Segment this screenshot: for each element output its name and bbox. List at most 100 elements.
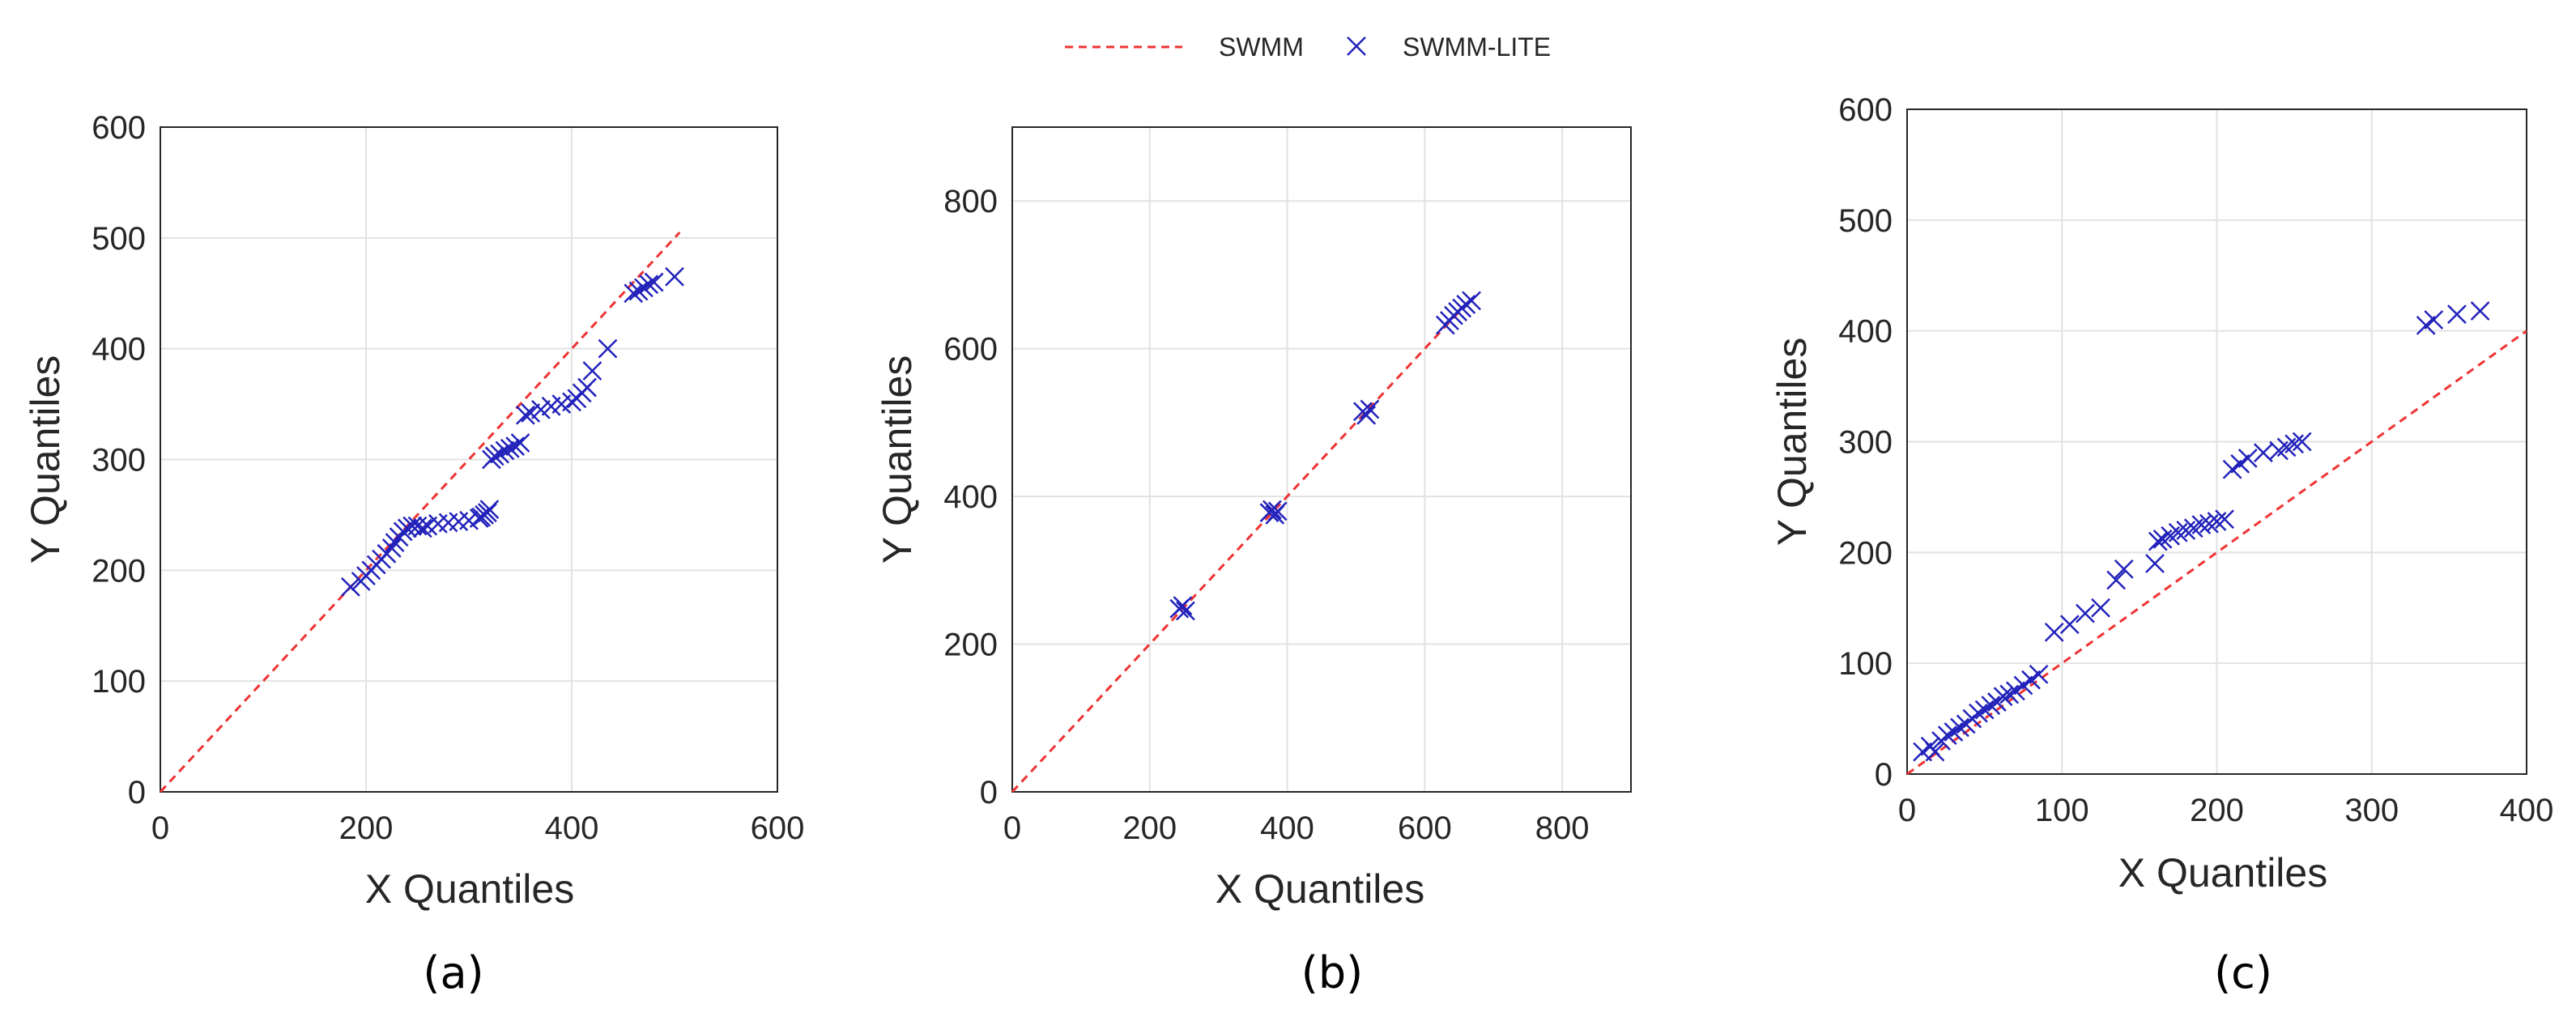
x-tick-label: 800 bbox=[1535, 810, 1590, 846]
data-point bbox=[2114, 559, 2134, 579]
panel-caption: (c) bbox=[2214, 947, 2272, 998]
data-point bbox=[2076, 603, 2095, 623]
data-point bbox=[2292, 432, 2312, 452]
data-point bbox=[2106, 570, 2127, 590]
panel-b: 0 200 400 600 800 0 200 400 600 800 X Quantiles Y Q… bbox=[875, 126, 1632, 998]
data-point bbox=[500, 438, 520, 458]
data-point bbox=[628, 281, 649, 301]
x-tick-label: 600 bbox=[751, 810, 805, 846]
y-tick-label: 400 bbox=[92, 332, 146, 368]
data-point bbox=[1925, 742, 1945, 762]
legend-ref-label: SWMM bbox=[1219, 32, 1304, 62]
data-point bbox=[1999, 684, 2020, 704]
y-tick-label: 400 bbox=[943, 479, 998, 515]
x-tick-label: 200 bbox=[2190, 793, 2244, 828]
data-point bbox=[412, 518, 432, 538]
y-tick-label: 300 bbox=[1838, 425, 1893, 461]
x-axis-label: X Quantiles bbox=[365, 866, 574, 912]
data-point bbox=[1356, 405, 1377, 425]
x-tick-label: 100 bbox=[2035, 793, 2089, 828]
data-point bbox=[1267, 501, 1288, 521]
reference-line-swmm bbox=[159, 231, 681, 793]
data-point bbox=[1937, 725, 1957, 745]
x-tick-label: 0 bbox=[1003, 810, 1021, 846]
x-tick-label: 0 bbox=[1898, 793, 1916, 828]
data-point bbox=[2284, 434, 2305, 454]
data-point bbox=[2238, 449, 2258, 468]
y-axis-label: Y Quantiles bbox=[23, 355, 68, 564]
data-point bbox=[2191, 515, 2212, 535]
data-point bbox=[2145, 554, 2165, 573]
data-point bbox=[2168, 522, 2188, 542]
y-tick-label: 500 bbox=[92, 221, 146, 257]
y-tick-label: 200 bbox=[1838, 535, 1893, 571]
x-tick-label: 600 bbox=[1398, 810, 1452, 846]
y-tick-label: 100 bbox=[92, 664, 146, 700]
y-tick-label: 0 bbox=[128, 775, 146, 810]
y-tick-label: 600 bbox=[1838, 92, 1893, 128]
data-point bbox=[577, 377, 597, 398]
data-point bbox=[521, 403, 541, 423]
data-point bbox=[1456, 295, 1476, 314]
data-point bbox=[495, 440, 515, 461]
y-tick-label: 300 bbox=[92, 443, 146, 479]
data-point bbox=[1981, 696, 2001, 716]
data-point bbox=[1950, 717, 1969, 738]
legend: SWMM SWMM-LITE bbox=[1065, 32, 1551, 62]
x-tick-label: 400 bbox=[2500, 793, 2554, 828]
data-point bbox=[2044, 622, 2064, 642]
legend-sample-label: SWMM-LITE bbox=[1403, 32, 1551, 62]
data-point bbox=[515, 405, 535, 425]
data-point bbox=[490, 444, 509, 464]
data-point bbox=[2470, 301, 2490, 321]
data-point bbox=[639, 274, 659, 295]
x-tick-label: 200 bbox=[1122, 810, 1177, 846]
data-point bbox=[2207, 512, 2227, 531]
data-point bbox=[665, 266, 684, 287]
data-point bbox=[2029, 664, 2049, 684]
data-point bbox=[644, 272, 664, 292]
data-point bbox=[634, 278, 654, 298]
legend-sample-marker bbox=[1347, 36, 1366, 56]
y-tick-label: 200 bbox=[943, 627, 998, 663]
x-tick-label: 200 bbox=[339, 810, 394, 846]
axes-frame bbox=[1011, 126, 1632, 793]
data-point bbox=[505, 436, 526, 456]
panel-c: 0 100 200 300 400 0 100 200 300 400 500 600 X Quanti… bbox=[1769, 92, 2553, 998]
y-tick-label: 400 bbox=[1838, 314, 1893, 350]
data-point bbox=[407, 516, 428, 536]
x-tick-label: 400 bbox=[1260, 810, 1314, 846]
data-point bbox=[2199, 513, 2219, 534]
data-point bbox=[2424, 310, 2444, 330]
x-axis-label: X Quantiles bbox=[2118, 850, 2327, 896]
data-point bbox=[510, 433, 530, 453]
data-point bbox=[2091, 598, 2110, 618]
y-tick-label: 800 bbox=[943, 184, 998, 219]
x-axis-label: X Quantiles bbox=[1216, 866, 1424, 912]
axes-frame bbox=[160, 126, 778, 793]
data-point bbox=[1969, 703, 1988, 723]
plot-area bbox=[1012, 127, 1631, 792]
y-axis-label: Y Quantiles bbox=[1769, 338, 1815, 547]
y-tick-label: 0 bbox=[980, 775, 998, 810]
data-point bbox=[582, 361, 602, 381]
panel-caption: (b) bbox=[1301, 947, 1363, 998]
data-point bbox=[1173, 596, 1193, 616]
data-point bbox=[2215, 509, 2234, 530]
x-tick-label: 400 bbox=[545, 810, 599, 846]
y-axis-label: Y Quantiles bbox=[875, 355, 920, 564]
data-point bbox=[2059, 615, 2080, 635]
panel-caption: (a) bbox=[423, 947, 483, 998]
data-point bbox=[624, 283, 644, 304]
panel-a: 0 200 400 600 0 100 200 300 400 500 600 X Quantiles… bbox=[23, 110, 804, 998]
data-point bbox=[2447, 304, 2467, 325]
data-point bbox=[1462, 291, 1481, 311]
y-tick-label: 0 bbox=[1875, 757, 1893, 793]
y-tick-label: 500 bbox=[1838, 203, 1893, 239]
data-point bbox=[598, 338, 618, 359]
y-tick-label: 200 bbox=[92, 553, 146, 589]
data-point bbox=[2148, 531, 2168, 551]
x-tick-label: 300 bbox=[2344, 793, 2399, 828]
data-point bbox=[479, 500, 500, 519]
